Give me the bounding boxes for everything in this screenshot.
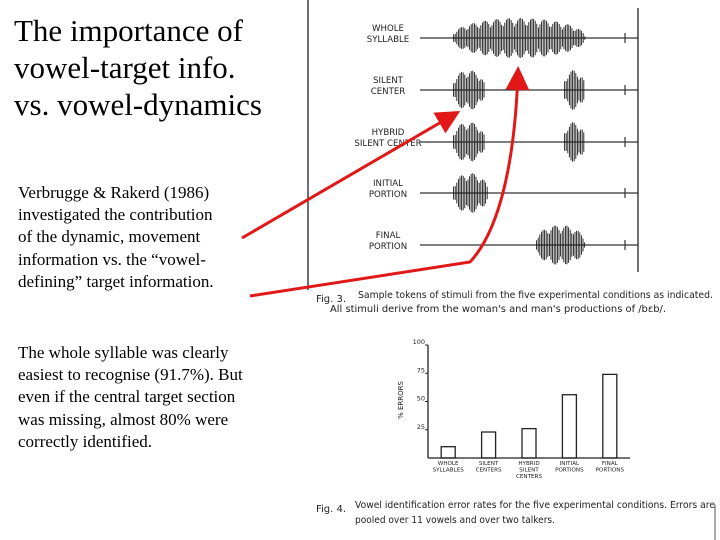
figure4-category-label: SYLLABLES — [433, 468, 465, 474]
figure3-caption-label: Fig. 3. — [316, 294, 346, 305]
figure3-condition-label: INITIAL — [373, 179, 403, 189]
figure4-caption-line: Vowel identification error rates for the… — [355, 500, 715, 511]
figure4-caption-line: pooled over 11 vowels and over two talke… — [355, 515, 555, 526]
figure3-condition-label: PORTION — [369, 190, 407, 200]
figure3-waveform — [453, 70, 485, 110]
figure4-y-tick-label: 100 — [413, 338, 425, 346]
paragraph-line: was missing, almost 80% were — [18, 409, 229, 429]
paragraph-line: investigated the contribution — [18, 205, 213, 225]
figure4-category-label: PORTIONS — [596, 468, 625, 474]
figure4-category-label: CENTERS — [476, 468, 502, 474]
figure3-waveform — [564, 70, 585, 110]
figure4-category-label: PORTIONS — [555, 468, 584, 474]
figure4-y-axis-label: % ERRORS — [397, 381, 405, 419]
figure4-bar — [480, 431, 497, 459]
figure4-category-label: CENTERS — [516, 474, 542, 480]
figure4-category-label: WHOLE — [438, 461, 459, 467]
figure3-caption-line: Sample tokens of stimuli from the five e… — [358, 290, 713, 301]
figure4-category-label: HYBRID — [518, 461, 539, 467]
figure4-bar-chart: % ERRORS 100755025WHOLESYLLABLESSILENTCE… — [397, 338, 630, 480]
figure4-bar — [521, 427, 537, 459]
figure4-bar — [602, 373, 618, 459]
figure3-condition-label: SYLLABLE — [367, 35, 409, 45]
figure3-waveform — [564, 122, 585, 162]
figure3-condition-label: FINAL — [376, 231, 401, 241]
figure3-condition-label: SILENT — [373, 76, 404, 86]
figure4-bar — [440, 446, 456, 459]
paragraph-line: The whole syllable was clearly — [18, 343, 229, 362]
paragraph-line: Verbrugge & Rakerd (1986) — [18, 183, 210, 202]
figure4-bar — [561, 394, 578, 459]
figure3-condition-label: SILENT CENTER — [354, 139, 421, 149]
figure4-y-tick-label: 75 — [417, 366, 425, 374]
figure3-waveform-rows — [420, 18, 638, 265]
paragraph-line: even if the central target section — [18, 387, 236, 407]
paragraph-line: information vs. the “vowel- — [18, 249, 206, 269]
figure3-waveform — [453, 18, 586, 58]
figure4-category-label: FINAL — [602, 461, 619, 467]
figure3-condition-label: HYBRID — [372, 128, 405, 138]
figure3-caption-line: All stimuli derive from the woman's and … — [330, 304, 666, 315]
paragraph-results: The whole syllable was clearly easiest t… — [18, 342, 293, 453]
paragraph-line: easiest to recognise (91.7%). But — [18, 365, 243, 385]
paragraph-study-description: Verbrugge & Rakerd (1986) investigated t… — [18, 182, 268, 293]
figure3-condition-label: WHOLE — [372, 24, 404, 34]
paragraph-line: defining” target information. — [18, 271, 214, 291]
figure3-condition-label: PORTION — [369, 242, 407, 252]
figure3-condition-label: CENTER — [371, 87, 406, 97]
figure4-caption-label: Fig. 4. — [316, 504, 346, 515]
figure4-category-label: SILENT — [519, 468, 539, 474]
title-line: The importance of — [14, 13, 243, 48]
figure3-waveform — [453, 122, 485, 162]
title-line: vowel-target info. — [14, 50, 236, 85]
paragraph-line: of the dynamic, movement — [18, 227, 201, 247]
slide-title: The importance of vowel-target info. vs.… — [14, 12, 314, 123]
paragraph-line: correctly identified. — [18, 431, 153, 451]
figure3-waveform — [536, 225, 586, 265]
figure4-category-label: SILENT — [479, 461, 499, 467]
figure4-category-label: INITIAL — [560, 461, 580, 467]
figure4-y-tick-label: 25 — [417, 423, 425, 431]
figure4-y-tick-label: 50 — [417, 395, 425, 403]
title-line: vs. vowel-dynamics — [14, 87, 262, 122]
